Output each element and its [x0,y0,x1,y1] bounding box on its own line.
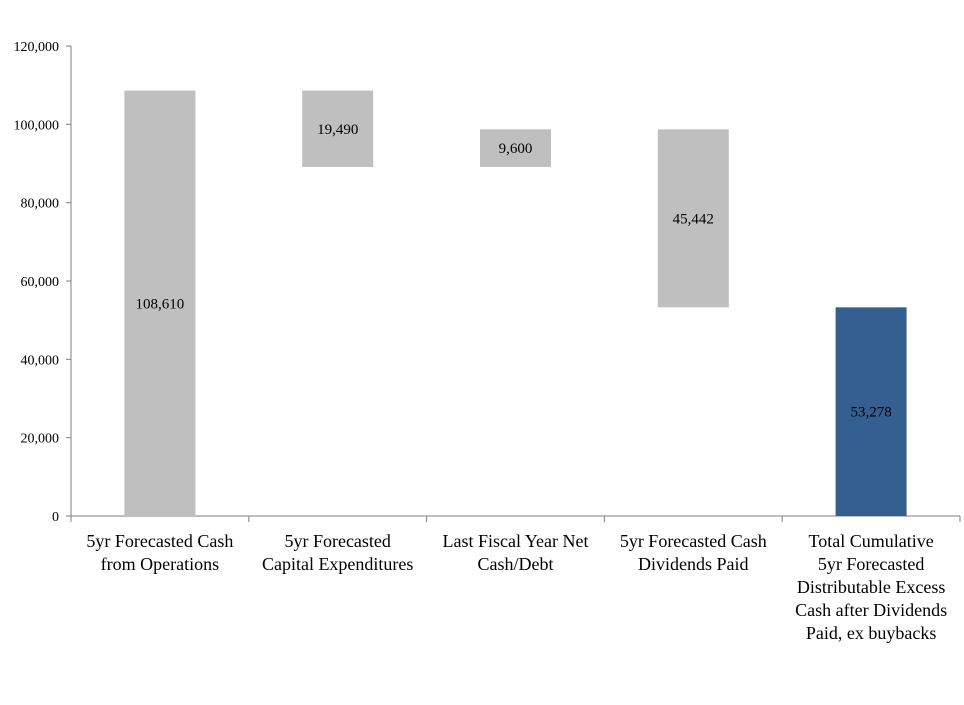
bar [835,307,907,516]
y-tick-label: 40,000 [21,353,60,368]
category-label-line: 5yr Forecasted Cash [86,531,233,551]
category-label-line: 5yr Forecasted [818,554,924,574]
data-label: 19,490 [317,122,358,138]
category-label-line: from Operations [101,554,219,574]
category-label: Total Cumulative 5yr Forecasted Distributa… [795,531,947,643]
bar [657,129,729,308]
y-tick-label: 100,000 [14,118,60,133]
category-label-line: Cash after Dividends [795,600,947,620]
bars [124,90,907,516]
data-label: 108,610 [136,296,185,312]
category-label-line: 5yr Forecasted Cash [620,531,767,551]
category-label: 5yr Forecasted Cash Dividends Paid [620,531,767,574]
y-tick-label: 20,000 [21,432,60,447]
data-label: 53,278 [850,405,891,421]
bar [480,129,551,167]
y-axis: 0 20,000 40,000 60,000 80,000 100,000 120,000 [14,40,72,525]
category-label-line: Capital Expenditures [262,554,413,574]
y-tick-label: 80,000 [21,197,60,212]
bar [302,90,374,167]
category-label: 5yr Forecasted Capital Expenditures [262,531,413,574]
bar [124,90,196,516]
x-axis [70,515,961,522]
y-tick-label: 0 [52,510,59,525]
category-label-line: Paid, ex buybacks [806,623,936,643]
category-label-line: Distributable Excess [797,577,945,597]
data-label: 9,600 [499,141,533,157]
category-label: Last Fiscal Year Net Cash/Debt [443,531,589,574]
category-label-line: Total Cumulative [808,531,933,551]
y-tick-label: 120,000 [14,40,60,55]
data-label: 45,442 [673,211,714,227]
y-tick-label: 60,000 [21,275,60,290]
category-label-line: Cash/Debt [478,554,554,574]
data-labels: 108,610 19,490 9,600 45,442 53,278 [136,122,892,421]
category-label-line: 5yr Forecasted [284,531,390,551]
category-label-line: Last Fiscal Year Net [443,531,589,551]
category-label: 5yr Forecasted Cash from Operations [86,531,233,574]
category-label-line: Dividends Paid [638,554,749,574]
